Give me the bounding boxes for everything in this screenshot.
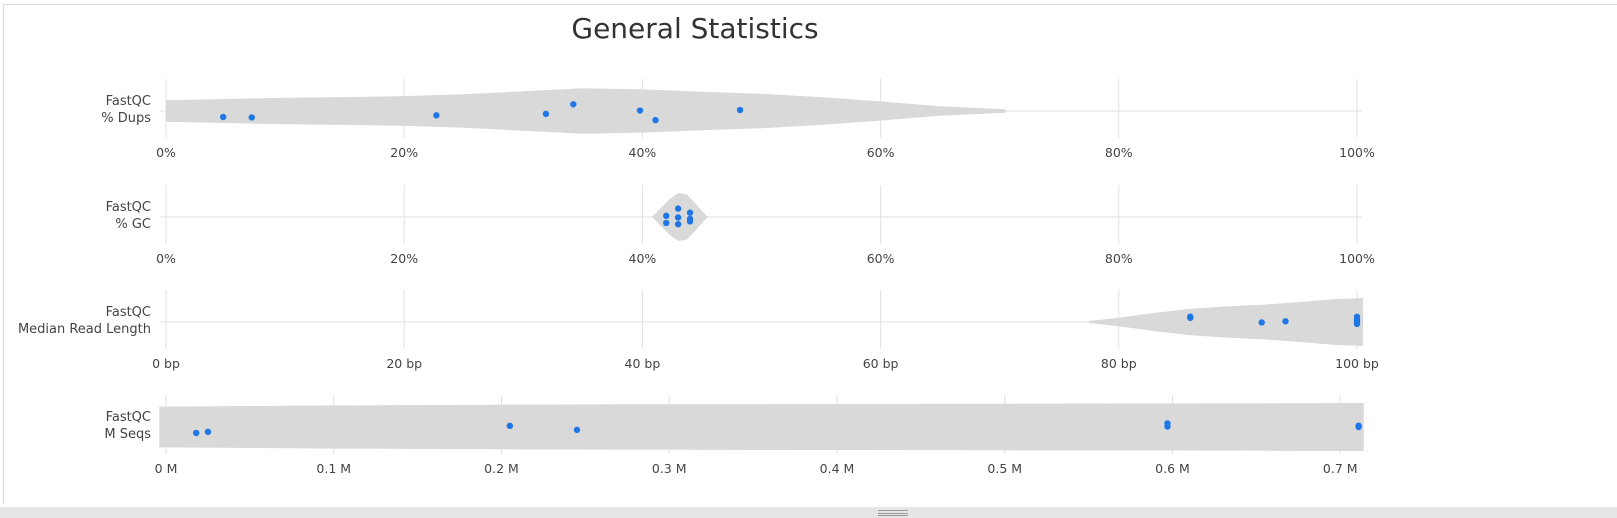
tick-label: 40 bp	[625, 356, 661, 371]
data-point	[674, 221, 682, 228]
tick-label: 20%	[390, 251, 418, 266]
data-point	[1355, 423, 1362, 431]
data-point	[219, 113, 227, 121]
tick-label: 40%	[629, 251, 657, 266]
data-point	[686, 209, 694, 216]
data-point	[248, 114, 255, 121]
tick-label: 40%	[629, 145, 657, 160]
data-point	[636, 107, 644, 114]
tick-label: 0%	[156, 251, 176, 266]
row-label: FastQC	[106, 410, 151, 425]
data-point	[652, 116, 659, 124]
row-label: % Dups	[101, 111, 151, 126]
tick-label: 0%	[156, 145, 176, 160]
violin-row-3: 0 bp 20 bp 40 bp 60 bp 80 bp 100 bp FastQC Medi…	[18, 290, 1379, 371]
tick-label: 80%	[1105, 145, 1133, 160]
data-point	[506, 422, 514, 429]
tick-label: 20%	[390, 145, 418, 160]
tick-label: 60%	[867, 251, 895, 266]
tick-label: 0.2 M	[484, 461, 519, 476]
violin-row-1: 0% 20% 40% 60% 80% 100% FastQC % Dups	[101, 79, 1375, 160]
data-point	[674, 205, 682, 212]
data-point	[663, 219, 670, 227]
chart-frame	[3, 4, 1617, 504]
data-point	[542, 110, 550, 118]
row-label: FastQC	[106, 94, 151, 109]
tick-label: 0 M	[155, 461, 178, 476]
violin-shape	[159, 403, 1364, 451]
tick-label: 80%	[1105, 251, 1133, 266]
data-point	[1353, 320, 1361, 328]
row-label: FastQC	[106, 200, 151, 215]
data-point	[1187, 314, 1194, 322]
tick-label: 0.4 M	[820, 461, 855, 476]
tick-label: 100 bp	[1335, 356, 1379, 371]
tick-label: 80 bp	[1101, 356, 1137, 371]
resize-bar[interactable]	[0, 507, 1617, 518]
tick-label: 0.1 M	[316, 461, 351, 476]
row-label: FastQC	[106, 305, 151, 320]
tick-label: 100%	[1339, 145, 1375, 160]
data-point	[433, 112, 440, 119]
data-point	[674, 214, 682, 221]
data-point	[570, 101, 577, 108]
violin-shape	[1089, 298, 1363, 346]
data-point	[686, 218, 694, 225]
resize-handle-icon[interactable]	[878, 510, 908, 516]
tick-label: 20 bp	[386, 356, 422, 371]
tick-label: 60 bp	[863, 356, 899, 371]
tick-label: 0.7 M	[1323, 461, 1358, 476]
violin-plot-area: 0% 20% 40% 60% 80% 100% FastQC % Dups 0% 20% 40% 60…	[18, 79, 1379, 476]
tick-label: 0.3 M	[652, 461, 687, 476]
tick-label: 0 bp	[152, 356, 180, 371]
violin-shape	[166, 88, 1006, 134]
row-label: M Seqs	[104, 427, 151, 442]
data-point	[1258, 319, 1265, 326]
data-point	[204, 428, 212, 435]
row-label: Median Read Length	[18, 322, 151, 337]
data-point	[663, 212, 670, 219]
data-point	[573, 426, 581, 434]
violin-row-4: 0 M 0.1 M 0.2 M 0.3 M 0.4 M 0.5 M 0.6 M 0.7 M Fa…	[104, 395, 1364, 476]
chart-title: General Statistics	[571, 12, 819, 45]
tick-label: 0.5 M	[987, 461, 1022, 476]
data-point	[1282, 318, 1289, 325]
violin-row-2: 0% 20% 40% 60% 80% 100% FastQC % GC	[106, 185, 1375, 266]
data-point	[192, 429, 200, 437]
data-point	[1164, 423, 1171, 430]
row-label: % GC	[115, 217, 151, 232]
tick-label: 100%	[1339, 251, 1375, 266]
tick-label: 60%	[867, 145, 895, 160]
data-point	[736, 106, 744, 114]
tick-label: 0.6 M	[1155, 461, 1190, 476]
